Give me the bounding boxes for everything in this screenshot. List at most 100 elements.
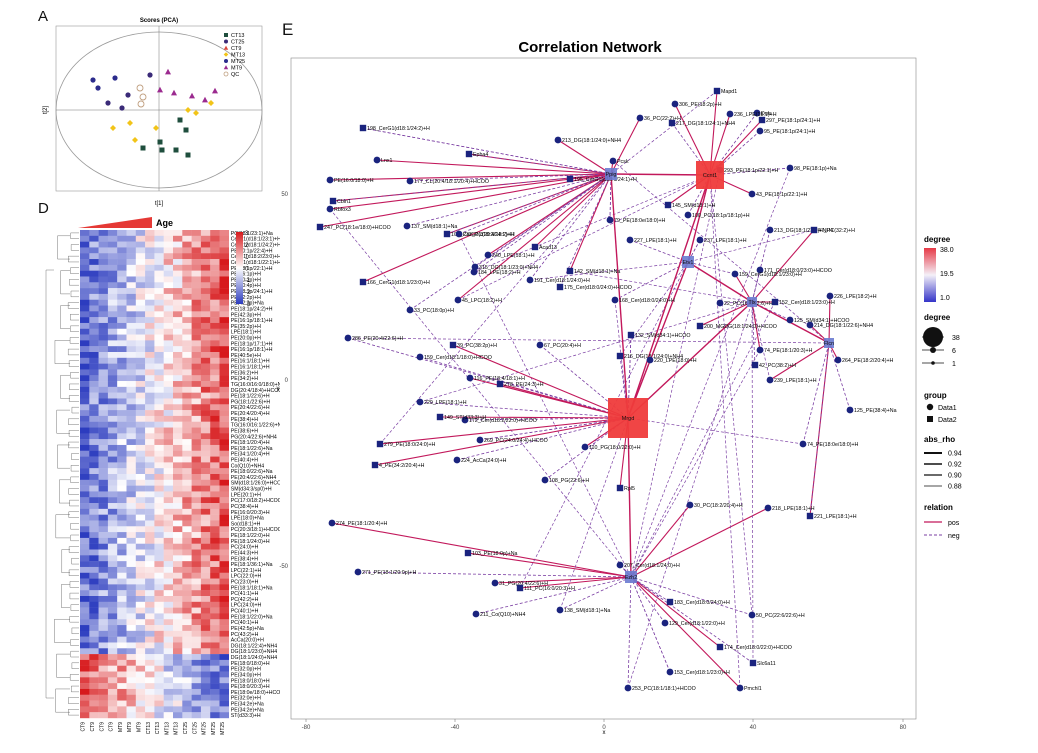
heatmap-cell <box>173 636 183 643</box>
heatmap-cell <box>191 590 202 597</box>
dendrogram-branch <box>69 581 79 588</box>
heatmap-cell <box>107 555 118 562</box>
heatmap-cell <box>89 479 99 486</box>
heatmap-cell <box>107 241 118 248</box>
colorbar-tick-label: -2 <box>245 290 251 296</box>
heatmap-row-label: PG(20:4/22:6)+NH4 <box>231 434 277 440</box>
heatmap-cell <box>163 688 174 695</box>
network-node-label: 74_PE(18:1/20:3)+H <box>764 348 813 354</box>
heatmap-cell <box>219 247 229 254</box>
heatmap-cell <box>182 659 192 666</box>
heatmap-cell <box>89 421 99 428</box>
network-node-label: 50_PC(22:6/22:6)+H <box>756 613 805 619</box>
heatmap-cell <box>182 456 192 463</box>
pca-point <box>212 87 218 94</box>
heatmap-cell <box>135 450 146 457</box>
heatmap-cell <box>107 479 118 486</box>
pca-point <box>132 137 138 143</box>
pca-point <box>157 139 163 145</box>
heatmap-cell <box>163 654 174 661</box>
pca-ylabel: t[2] <box>43 106 49 115</box>
heatmap-cell <box>163 532 174 539</box>
heatmap-cell <box>98 566 109 573</box>
network-edge <box>751 269 761 303</box>
heatmap-cell <box>210 375 220 382</box>
heatmap-cell <box>117 322 127 329</box>
network-edge <box>446 173 612 235</box>
heatmap-cell <box>126 654 136 661</box>
heatmap-cell <box>107 375 118 382</box>
heatmap-cell <box>219 561 229 568</box>
heatmap-cell <box>126 398 136 405</box>
heatmap-cell <box>163 537 174 544</box>
dendrogram-branch <box>69 592 79 600</box>
heatmap-cell <box>80 282 90 289</box>
heatmap-cell <box>182 584 192 591</box>
heatmap-cell <box>173 398 183 405</box>
network-edge <box>627 417 632 578</box>
legend-marker <box>223 65 229 70</box>
network-edge <box>630 576 721 648</box>
network-edge <box>630 576 753 616</box>
heatmap-cell <box>145 439 155 446</box>
heatmap-cell <box>154 683 164 690</box>
heatmap-cell <box>135 421 146 428</box>
heatmap-cell <box>154 375 164 382</box>
pca-point <box>95 85 101 91</box>
heatmap-cell <box>191 642 202 649</box>
heatmap-cell <box>154 264 164 271</box>
heatmap-cell <box>210 288 220 295</box>
heatmap-cell <box>145 636 155 643</box>
dendrogram-branch <box>59 479 70 504</box>
heatmap-cell <box>154 601 164 608</box>
dendrogram-branch <box>69 279 79 286</box>
network-node <box>664 201 672 209</box>
network-node <box>526 276 534 284</box>
heatmap-cell <box>163 293 174 300</box>
heatmap-cell <box>89 334 99 341</box>
network-node-label: 195_CerG1(d18:1/24:1)+H <box>574 177 637 183</box>
network-edge <box>362 173 612 283</box>
network-node <box>716 166 724 174</box>
heatmap-cell <box>200 450 211 457</box>
heatmap-cell <box>80 421 90 428</box>
network-edge <box>559 173 612 288</box>
heatmap-cell <box>117 572 127 579</box>
heatmap-cell <box>117 363 127 370</box>
heatmap-cell <box>117 613 127 620</box>
network-node <box>471 263 479 271</box>
heatmap-cell <box>200 514 211 521</box>
heatmap-cell <box>173 433 183 440</box>
heatmap-cell <box>173 659 183 666</box>
heatmap-cell <box>163 282 174 289</box>
network-edge <box>376 159 612 175</box>
network-edge <box>347 337 830 344</box>
heatmap-cell <box>219 642 229 649</box>
heatmap-col-label: CT25 <box>183 722 189 734</box>
heatmap-cell <box>117 270 127 277</box>
heatmap-cell <box>135 584 146 591</box>
heatmap-cell <box>200 352 211 359</box>
heatmap-cell <box>200 247 211 254</box>
heatmap-row-label: PE(18:0/20:3)+H <box>231 684 270 690</box>
heatmap-cell <box>117 688 127 695</box>
network-node <box>666 598 674 606</box>
pca-point <box>183 127 189 133</box>
heatmap-cell <box>219 706 229 713</box>
heatmap-cell <box>98 514 109 521</box>
heatmap-cell <box>154 584 164 591</box>
heatmap-cell <box>200 706 211 713</box>
heatmap-cell <box>163 543 174 550</box>
network-node-label: 22_PC(16:0/22:6)+H <box>724 301 773 307</box>
heatmap-cell <box>219 282 229 289</box>
legend-size-dot <box>930 347 936 353</box>
heatmap-cell <box>163 700 174 707</box>
heatmap-cell <box>98 625 109 632</box>
network-edge <box>630 504 691 578</box>
heatmap-cell <box>200 630 211 637</box>
x-tick-label: 0 <box>602 725 606 731</box>
heatmap-cell <box>210 317 220 324</box>
heatmap-cell <box>89 276 99 283</box>
heatmap-cell <box>117 537 127 544</box>
network-node-label: 103_PE(18:0p)+Na <box>472 551 518 557</box>
